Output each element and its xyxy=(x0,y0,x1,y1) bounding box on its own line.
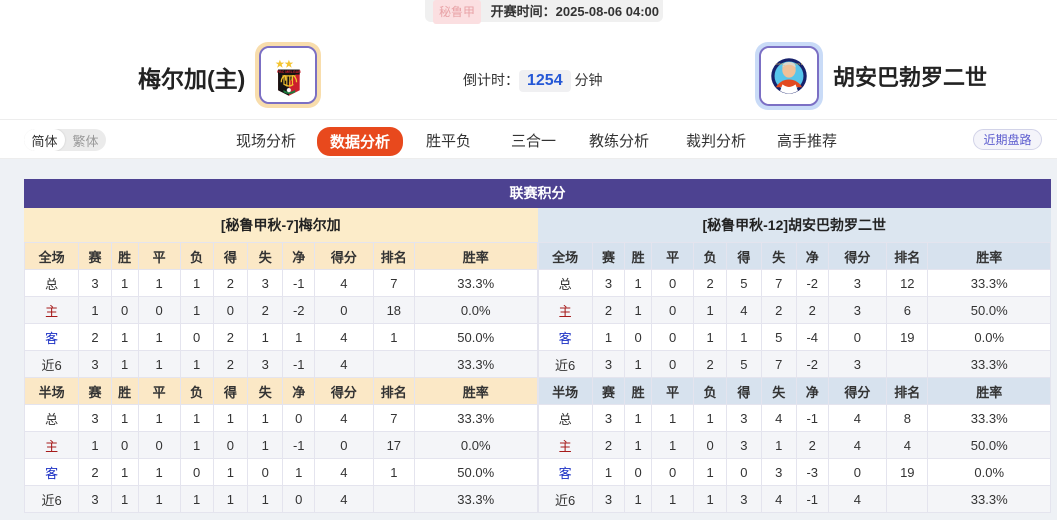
svg-text:FBC MELGAR: FBC MELGAR xyxy=(277,70,301,74)
